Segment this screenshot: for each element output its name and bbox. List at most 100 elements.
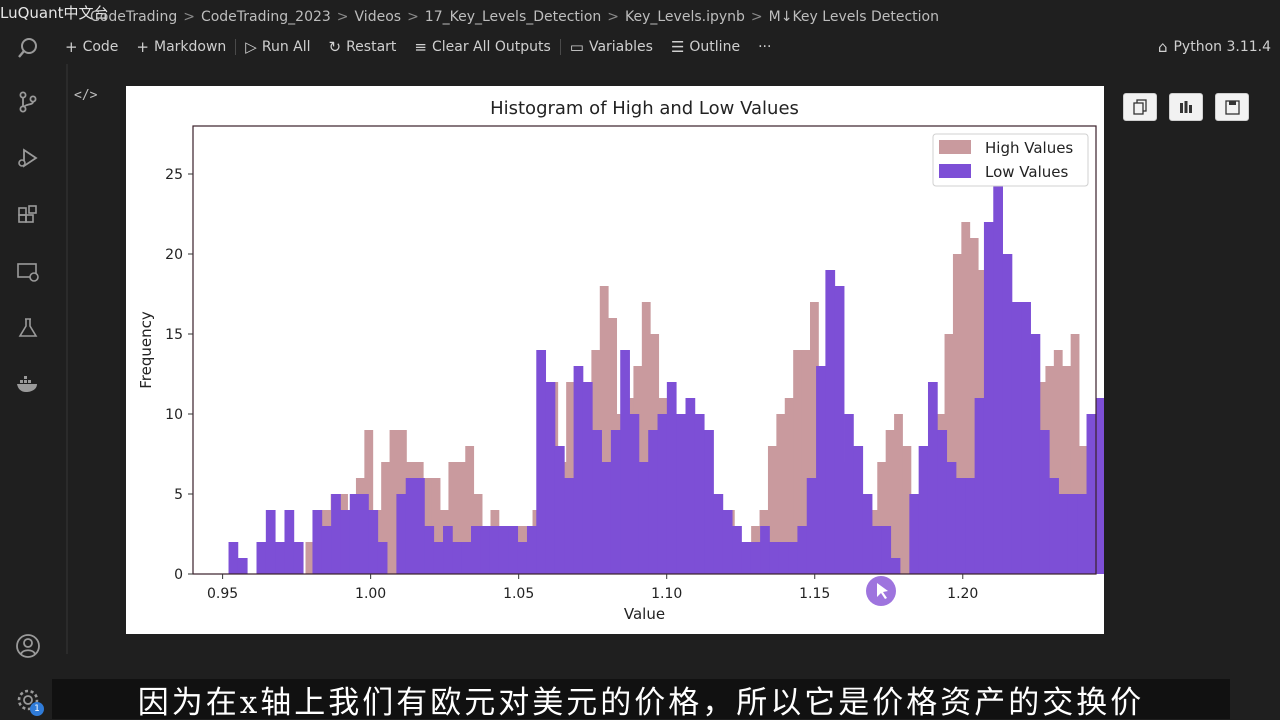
high-values-bar <box>952 254 962 574</box>
kernel-picker[interactable]: ⌂ Python 3.11.4 <box>1157 38 1271 56</box>
settings-gear-icon[interactable]: 1 <box>14 686 44 716</box>
low-values-bar <box>1086 414 1097 574</box>
low-values-bar <box>498 526 509 574</box>
low-values-bar <box>237 558 248 574</box>
high-values-bar <box>801 350 811 574</box>
low-values-bar <box>405 478 416 574</box>
legend-box <box>932 133 1089 187</box>
more-actions-button[interactable]: ··· <box>758 39 772 55</box>
breadcrumb-item[interactable]: M↓Key Levels Detection <box>768 9 939 25</box>
low-values-bar <box>666 382 677 574</box>
low-values-bar <box>461 542 472 574</box>
breadcrumb-item[interactable]: 17_Key_Levels_Detection <box>424 9 602 25</box>
low-values-bar <box>293 542 304 574</box>
y-axis-label: Frequency <box>137 311 155 389</box>
breadcrumb-separator: > <box>336 9 349 25</box>
remote-explorer-icon[interactable] <box>14 258 42 286</box>
source-control-icon[interactable] <box>14 88 42 116</box>
low-values-bar <box>657 414 668 574</box>
toolbar-divider <box>235 39 237 55</box>
low-values-bar <box>713 494 724 574</box>
activity-bar: 1 <box>0 34 56 720</box>
y-tick-label: 10 <box>165 407 183 423</box>
variables-button[interactable]: ▭ Variables <box>569 38 653 56</box>
collapse-code-toggle[interactable]: </> <box>74 88 98 103</box>
low-values-bar <box>517 542 528 574</box>
run-all-button[interactable]: ▷ Run All <box>245 38 311 56</box>
breadcrumb-separator: > <box>750 9 763 25</box>
low-values-bar <box>872 526 882 574</box>
low-values-bar <box>797 526 808 574</box>
histogram-chart: 0.95 1.00 1.05 1.10 1.15 1.20 0 5 10 15 20 25 Histog… <box>137 98 1104 623</box>
low-values-bar <box>881 526 892 574</box>
high-values-bar <box>793 350 802 574</box>
high-values-bar <box>381 462 390 574</box>
low-values-bar <box>1067 494 1078 574</box>
low-values-bar <box>1077 494 1087 574</box>
y-tick-label: 0 <box>174 567 183 583</box>
low-values-bar <box>965 478 976 574</box>
low-values-bar <box>573 366 584 574</box>
account-icon[interactable] <box>14 632 42 660</box>
low-values-bar <box>620 350 630 574</box>
save-output-button[interactable] <box>1215 93 1249 121</box>
x-tick-label: 0.95 <box>207 586 238 602</box>
low-values-bar <box>452 542 463 574</box>
breadcrumb-item[interactable]: Videos <box>354 9 402 25</box>
low-values-bar <box>732 526 742 574</box>
low-values-bar <box>536 350 547 574</box>
low-values-bar <box>918 446 929 574</box>
variables-icon: ▭ <box>569 38 584 56</box>
chart-view-button[interactable] <box>1169 93 1203 121</box>
low-values-bar <box>228 542 239 574</box>
high-values-bar <box>305 542 315 574</box>
low-values-bar <box>778 542 789 574</box>
run-debug-icon[interactable] <box>14 144 42 172</box>
mouse-pointer-icon <box>877 583 888 599</box>
breadcrumb-item[interactable]: CodeTrading_2023 <box>200 9 331 25</box>
low-values-bar <box>806 478 817 574</box>
copy-output-button[interactable] <box>1123 93 1157 121</box>
run-all-icon: ▷ <box>245 38 257 56</box>
low-values-bar <box>601 462 612 574</box>
clear-all-outputs-button[interactable]: ≡ Clear All Outputs <box>414 38 551 56</box>
low-values-bar <box>890 558 901 574</box>
low-values-bar <box>312 510 323 574</box>
low-values-bar <box>946 462 957 574</box>
low-values-bar <box>909 494 920 574</box>
extensions-icon[interactable] <box>14 202 42 230</box>
low-values-bar <box>937 430 948 574</box>
restart-button[interactable]: ↻ Restart <box>328 38 397 56</box>
toolbar-divider <box>559 39 561 55</box>
high-values-bar <box>1053 350 1063 574</box>
low-values-bar <box>1011 302 1022 574</box>
low-values-bar <box>741 542 752 574</box>
high-values-bar <box>1062 366 1072 574</box>
x-tick-label: 1.20 <box>947 586 978 602</box>
low-values-bar <box>480 526 491 574</box>
search-icon[interactable] <box>14 34 42 62</box>
low-values-bar <box>368 510 379 574</box>
testing-icon[interactable] <box>14 314 42 342</box>
breadcrumb-item[interactable]: Key_Levels.ipynb <box>625 9 745 25</box>
low-values-bar <box>834 286 845 574</box>
high-values-bar <box>1070 334 1080 574</box>
cell-gutter <box>66 64 68 654</box>
low-values-bar <box>471 526 481 574</box>
low-values-bar <box>526 526 537 574</box>
add-code-cell-button[interactable]: + Code <box>65 38 119 56</box>
breadcrumb-item[interactable]: CodeTrading <box>90 9 178 25</box>
breadcrumb: CodeTrading > CodeTrading_2023 > Videos >17_K… <box>90 9 939 25</box>
high-values-bar <box>389 430 399 574</box>
y-tick-label: 15 <box>165 327 183 343</box>
add-markdown-cell-button[interactable]: + Markdown <box>136 38 227 56</box>
breadcrumb-separator: > <box>607 9 619 25</box>
docker-icon[interactable] <box>14 370 42 398</box>
outline-button[interactable]: ☰ Outline <box>670 38 741 56</box>
high-values-bar <box>784 398 794 574</box>
high-values-bar <box>1045 366 1055 574</box>
low-values-bar <box>760 526 770 574</box>
breadcrumb-bar: LuQuant中文台 CodeTrading > CodeTrading_2023 >… <box>0 0 1280 34</box>
low-values-bar <box>340 510 351 574</box>
notebook-toolbar: + Code + Markdown ▷ Run All ↻ Restart ≡ Clear… <box>56 34 1280 60</box>
